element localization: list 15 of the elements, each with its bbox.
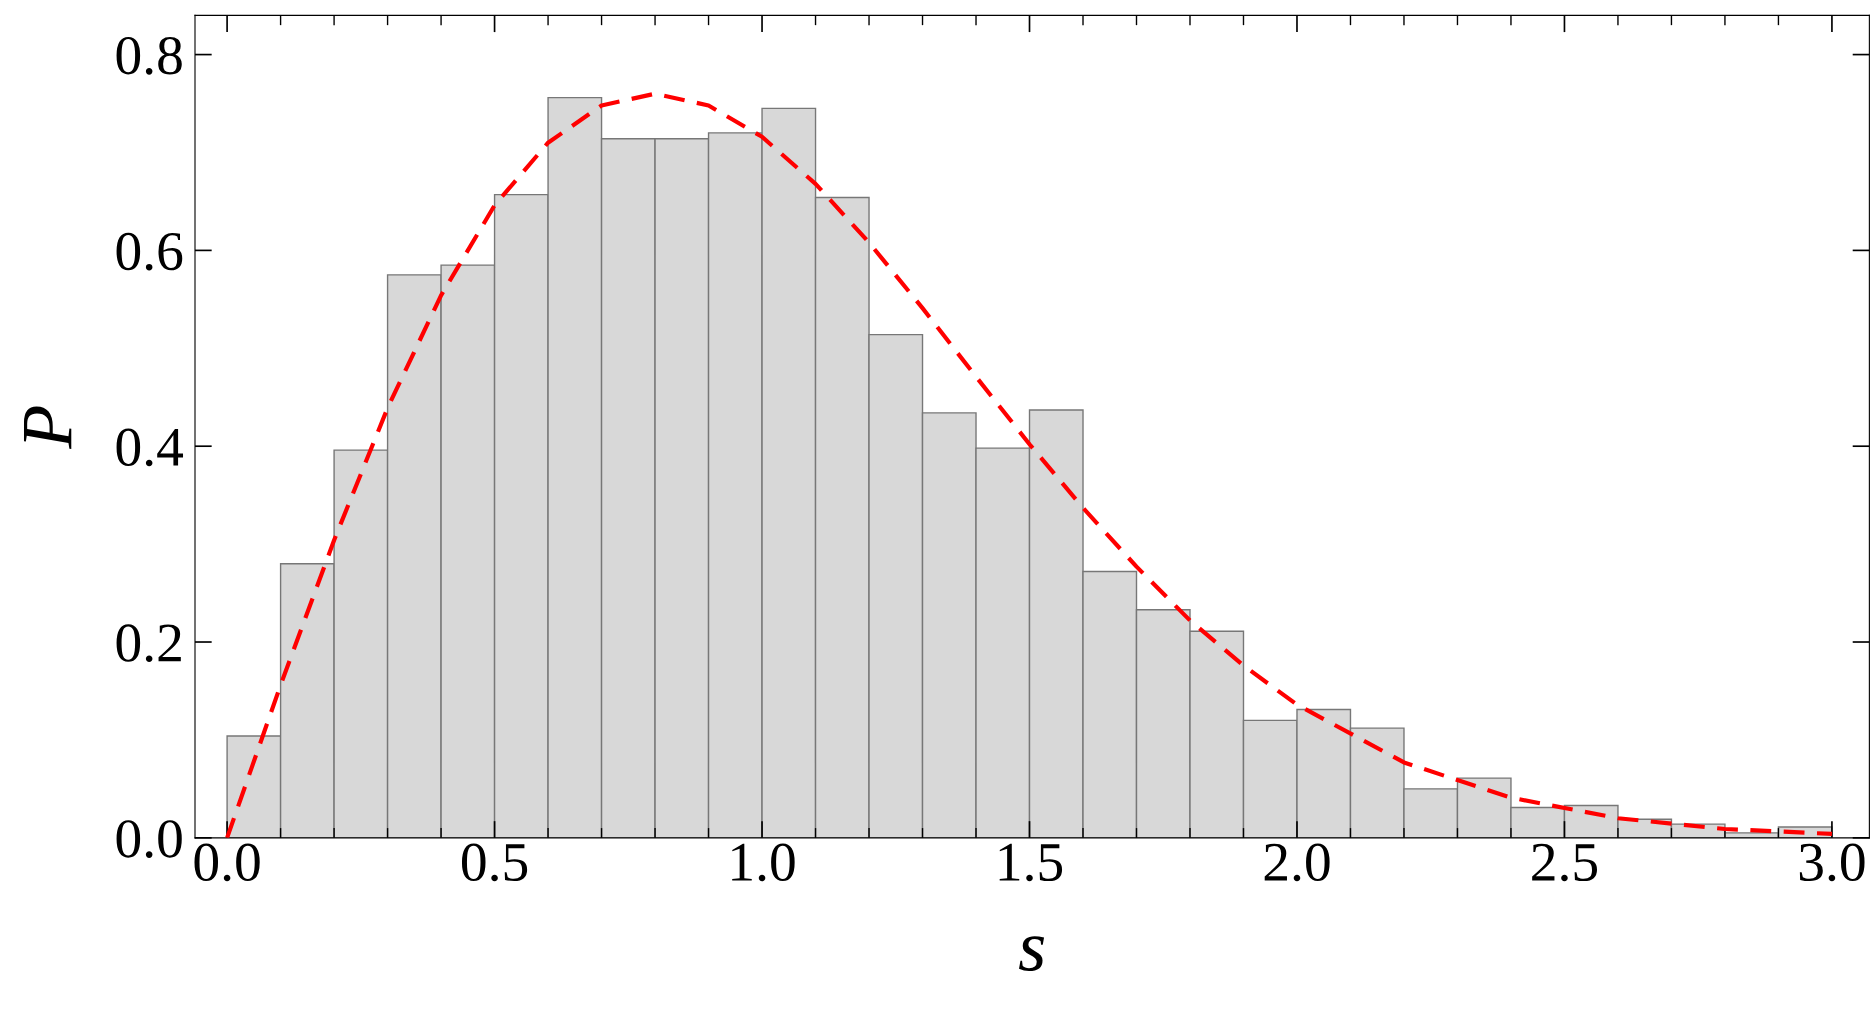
x-tick-label: 3.0 [1799,843,1865,882]
y-tick-label: 0.6 [116,232,183,271]
x-tick-label: 1.0 [732,843,795,882]
x-axis-title: s [1019,936,1045,971]
y-tick-label: 0.4 [116,428,184,467]
x-tick-label: 2.5 [1532,843,1598,882]
y-tick-label: 0.2 [116,624,181,663]
x-tick-label: 2.0 [1264,843,1330,882]
x-tick-label: 0.0 [194,843,260,882]
y-tick-label: 0.0 [116,820,182,858]
line-series [225,91,1835,838]
y-axis-title: P [23,406,72,450]
x-tick-label: 1.5 [999,843,1063,882]
y-tick-label: 0.8 [116,36,182,75]
x-tick-label: 0.5 [461,843,528,882]
